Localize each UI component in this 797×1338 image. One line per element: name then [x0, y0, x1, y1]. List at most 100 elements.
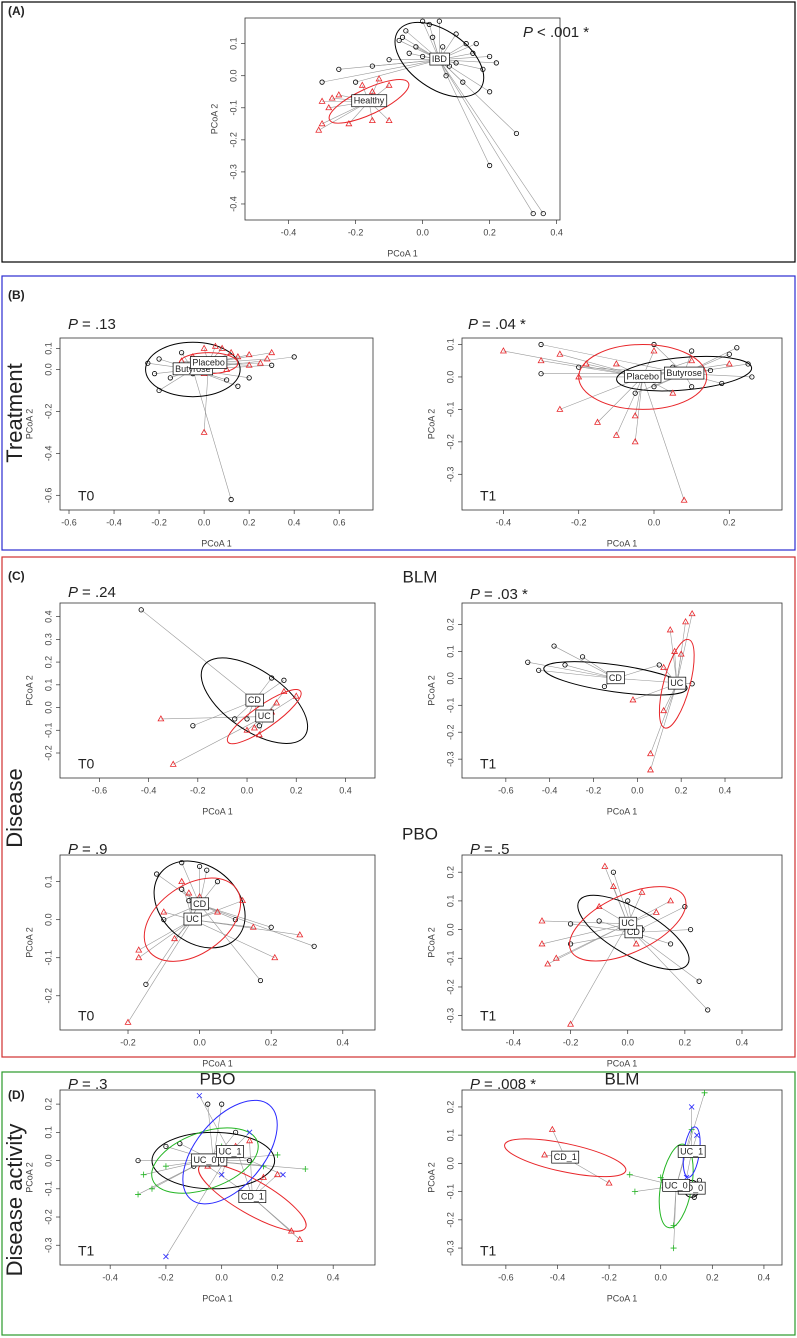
point [246, 1129, 253, 1136]
point [680, 496, 688, 503]
y-tick-label: 0.1 [228, 37, 238, 50]
point [328, 94, 336, 101]
y-tick-label: -0.3 [43, 1237, 53, 1253]
plot-box [461, 854, 783, 1031]
point [689, 348, 695, 354]
x-tick-label: -0.2 [120, 1037, 136, 1047]
point [647, 749, 654, 757]
point [179, 886, 185, 892]
point [163, 1143, 169, 1150]
p-symbol: P [523, 24, 533, 41]
y-tick-label: 0.1 [445, 645, 455, 658]
point [190, 723, 196, 729]
y-tick-label: 0.2 [445, 866, 455, 879]
point [487, 162, 493, 169]
point [287, 1227, 295, 1234]
plot: -0.4 -0.2 0.0 0.2 0.1 0.0 -0.1 -0.2 -0.3 PCoA 1 PC… [426, 316, 783, 548]
x-tick-label: -0.6 [61, 517, 77, 527]
y-tick-label: -0.2 [445, 434, 455, 450]
p-text: = .13 [82, 316, 116, 333]
panel-label: (A) [8, 4, 25, 18]
y-tick-label: -0.2 [445, 1212, 455, 1228]
x-axis-label: PCoA 1 [607, 1058, 638, 1068]
ellipse [198, 1162, 307, 1232]
p-value: P = .5 [470, 841, 509, 858]
point [660, 663, 668, 671]
x-tick-label: 0.0 [198, 517, 211, 527]
plot: -0.6 -0.4 -0.2 0.0 0.2 0.4 0.2 0.1 0.0 -0.1 -0.2 -0… [426, 586, 783, 816]
point [632, 390, 638, 396]
y-tick-label: 0.2 [43, 1098, 53, 1111]
point [453, 60, 459, 66]
y-tick-label: -0.6 [43, 488, 53, 504]
y-axis-label: PCoA 2 [426, 927, 436, 958]
point [666, 626, 674, 633]
y-axis-label: PCoA 2 [209, 104, 219, 135]
point [651, 384, 657, 390]
point [470, 50, 476, 56]
point [579, 654, 586, 660]
point [246, 1136, 254, 1144]
spoke [252, 1197, 300, 1240]
point [200, 428, 208, 435]
spoke [642, 376, 685, 501]
spoke [669, 629, 678, 684]
x-tick-label: -0.2 [601, 1272, 617, 1282]
x-tick-label: -0.2 [586, 785, 602, 795]
point [156, 356, 162, 362]
point [211, 342, 219, 349]
point [280, 1171, 286, 1178]
point [567, 921, 574, 927]
plot-title: PBO [200, 1069, 236, 1088]
point [691, 1194, 697, 1200]
point [463, 41, 469, 47]
p-text: < .001 * [537, 24, 589, 41]
x-tick-label: -0.4 [102, 1272, 118, 1282]
time-label: T1 [480, 488, 497, 504]
point [179, 860, 185, 866]
ellipse [153, 860, 246, 949]
point [135, 946, 143, 953]
centroid-label: Placebo [192, 358, 225, 368]
point [562, 662, 568, 668]
point [538, 917, 546, 924]
point [540, 210, 546, 217]
spoke [650, 683, 678, 754]
y-tick-label: 0.0 [445, 1157, 455, 1170]
x-tick-label: 0.4 [339, 785, 352, 795]
x-axis-label: PCoA 1 [202, 1058, 233, 1068]
x-tick-label: 0.0 [654, 1272, 667, 1282]
point [271, 953, 279, 961]
x-tick-label: 0.2 [265, 1037, 278, 1047]
spoke [540, 344, 685, 374]
point [246, 375, 252, 381]
point [541, 1151, 549, 1158]
point [325, 103, 333, 111]
point [336, 66, 342, 72]
centroid-label: IBD [432, 54, 448, 64]
time-label: T0 [78, 1008, 95, 1024]
point [218, 1171, 225, 1178]
point [243, 726, 251, 733]
centroid-label: UC_0 [665, 1180, 688, 1190]
y-tick-label: 0.1 [43, 679, 53, 692]
centroid-label-box [245, 693, 264, 707]
y-tick-label: -0.3 [445, 1008, 455, 1024]
point [161, 917, 167, 923]
point [269, 675, 275, 681]
point [385, 81, 393, 88]
panel-frame [1, 556, 796, 1058]
point [385, 116, 393, 124]
spoke [633, 932, 700, 982]
point [513, 130, 520, 137]
point [291, 354, 297, 360]
point [269, 362, 275, 368]
centroid-label-box [677, 1145, 706, 1158]
point [386, 57, 392, 63]
plot: -0.4 -0.2 0.0 0.2 0.40.20.10.0-0.1-0.2-0.3PC… [24, 1069, 376, 1303]
point [302, 1166, 309, 1173]
y-tick-label: -0.1 [445, 1184, 455, 1200]
point [487, 89, 493, 95]
x-tick-label: 0.0 [215, 1272, 228, 1282]
point [145, 360, 151, 366]
